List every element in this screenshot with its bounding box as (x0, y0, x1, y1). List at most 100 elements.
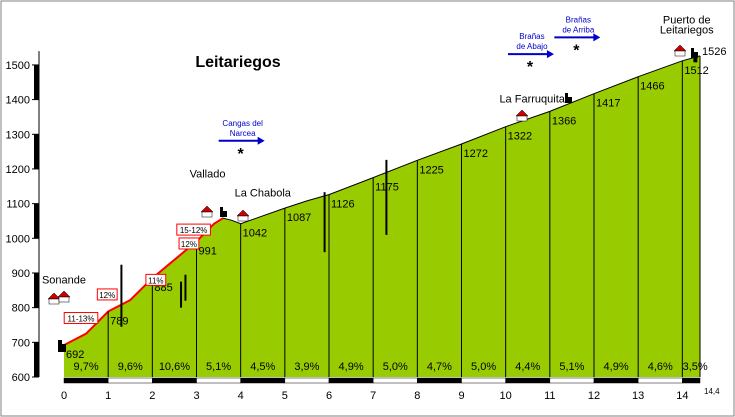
place-label: La Farruquita (499, 93, 565, 105)
house-wall (58, 296, 70, 303)
elevation-label: 1225 (419, 164, 443, 176)
village-icon (236, 209, 250, 222)
place-label: Leitariegos (660, 25, 714, 37)
y-tick-label: 600 (12, 372, 30, 384)
steep-gradient-label: 12% (181, 240, 197, 249)
x-tick-label: 5 (282, 390, 288, 402)
y-axis-scale-band (34, 272, 39, 308)
y-tick-label: 1500 (6, 60, 30, 72)
village-icon (673, 44, 687, 57)
village-icon (47, 292, 61, 305)
x-axis-scale-band (417, 377, 462, 384)
steep-gradient-box (63, 312, 99, 325)
place-label: Sonande (42, 274, 86, 286)
elevation-label: 1512 (684, 65, 708, 77)
segment-gradient-label: 5,0% (383, 361, 408, 373)
x-axis-scale-band (682, 377, 701, 384)
y-tick-label: 900 (12, 268, 30, 280)
elevation-label: 789 (110, 315, 128, 327)
segment-gradient-label: 5,1% (559, 361, 584, 373)
x-axis-scale-band (240, 377, 286, 384)
village-icon (200, 205, 214, 218)
direction-label: Brañas (519, 32, 544, 41)
direction-arrow-head (257, 136, 265, 145)
x-axis-scale-band (328, 377, 374, 384)
segment-gradient-label: 5,0% (471, 361, 496, 373)
x-tick-label: 9 (458, 390, 464, 402)
y-tick-label: 800 (12, 303, 30, 315)
house-wall (674, 50, 686, 57)
elevation-label: 1366 (552, 115, 576, 127)
y-axis-scale-band (34, 64, 39, 100)
profile-fill (64, 55, 700, 378)
direction-label: de Abajo (516, 42, 548, 51)
y-axis-scale-band (34, 203, 39, 239)
x-tick-label: 11 (544, 390, 555, 402)
x-tick-label: 10 (500, 390, 512, 402)
steep-gradient-box (145, 273, 167, 286)
x-tick-label: 6 (326, 390, 332, 402)
x-axis-scale-band (284, 377, 330, 384)
house-wall (48, 298, 60, 305)
steep-gradient-box (178, 237, 200, 250)
village-icon (57, 290, 71, 303)
segment-gradient-label: 5,1% (206, 361, 231, 373)
y-tick-label: 1100 (6, 199, 30, 211)
lodging-icon (691, 48, 698, 58)
elevation-label: 1526 (702, 46, 726, 58)
labels-layer: 9,7% 9,6% 10,6% 5,1% 4,5% 3,9% 4,9% 5,0% 4,7% 5,0… (42, 14, 727, 373)
steep-gradient-label: 15-12% (180, 226, 208, 235)
y-tick-label: 1200 (6, 164, 30, 176)
segment-gradient-label: 4,6% (648, 361, 673, 373)
lodging-icon (220, 207, 227, 217)
steep-gradient-box (96, 288, 118, 301)
x-tick-label: 4 (238, 390, 244, 402)
y-tick-label: 700 (12, 337, 30, 349)
elevation-label: 1417 (596, 98, 620, 110)
x-tick-label: 1 (105, 390, 111, 402)
segment-gradient-label: 9,7% (74, 361, 99, 373)
x-tick-label: 0 (61, 390, 67, 402)
steep-gradient-label: 12% (99, 291, 115, 300)
segment-gradient-label: 10,6% (159, 361, 190, 373)
x-axis-scale-band (593, 377, 639, 384)
x-tick-label: 8 (414, 390, 420, 402)
elevation-label: 991 (199, 245, 217, 257)
segment-gradient-label: 3,5% (683, 361, 708, 373)
x-tick-label: 7 (370, 390, 376, 402)
segment-gradient-label: 9,6% (118, 361, 143, 373)
summit-marker-icon (693, 57, 698, 63)
steep-gradient-box (176, 223, 211, 236)
elevation-label: 1087 (287, 212, 311, 224)
x-axis-scale-band (505, 377, 551, 384)
x-axis-scale-band (63, 377, 109, 384)
junction-asterisk-icon: * (527, 59, 534, 76)
x-tick-label: 3 (193, 390, 199, 402)
direction-label: Brañas (566, 15, 591, 24)
x-tick-label: 13 (632, 390, 644, 402)
grid-layer (107, 55, 701, 377)
house-wall (201, 211, 213, 218)
elevation-label: 1042 (243, 228, 267, 240)
direction-arrow-head (546, 50, 554, 59)
x-end-label: 14,4 (704, 387, 720, 396)
x-axis-scale-band (461, 377, 506, 384)
x-axis-scale-band (152, 377, 197, 384)
segment-gradient-label: 4,7% (427, 361, 452, 373)
x-axis-scale-band (549, 377, 595, 384)
elevation-label: 1322 (508, 131, 532, 143)
segment-gradient-label: 4,5% (250, 361, 275, 373)
direction-label: Narcea (230, 129, 256, 138)
x-tick-label: 2 (149, 390, 155, 402)
steep-gradient-label: 11-13% (68, 315, 95, 324)
lodging-icon (565, 93, 572, 103)
segment-gradient-label: 3,9% (294, 361, 319, 373)
elevation-label: 692 (66, 349, 84, 361)
elevation-label: 1466 (640, 81, 664, 93)
y-axis-scale-band (34, 342, 39, 377)
x-axis-scale-band (196, 377, 241, 384)
x-tick-label: 12 (588, 390, 600, 402)
